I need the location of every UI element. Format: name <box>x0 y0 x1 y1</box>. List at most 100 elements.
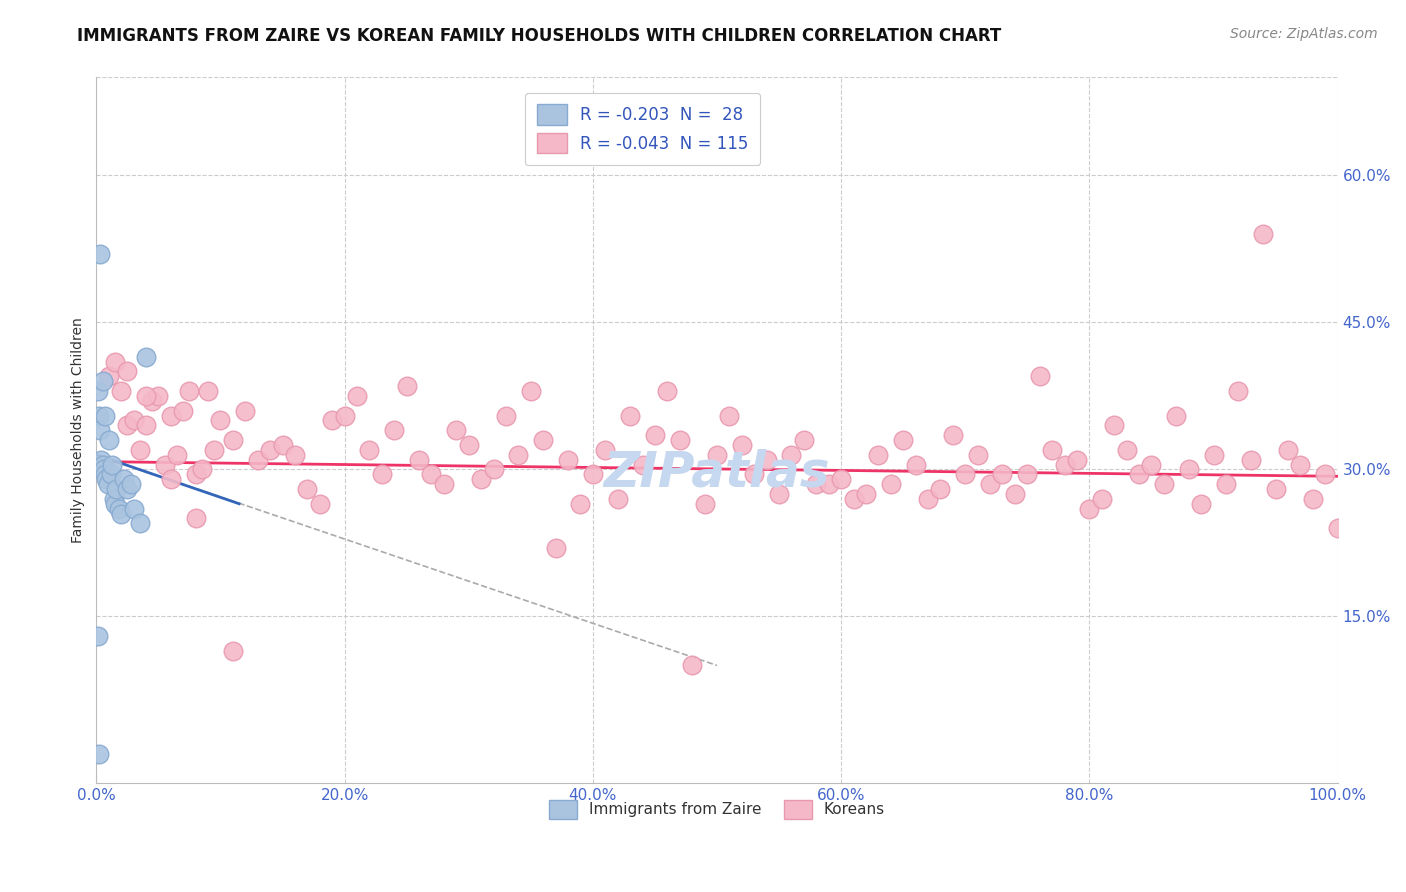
Point <box>359 442 381 457</box>
Point <box>1078 501 1101 516</box>
Point <box>191 462 214 476</box>
Point <box>855 487 877 501</box>
Point <box>693 497 716 511</box>
Point <box>107 501 129 516</box>
Point <box>880 477 903 491</box>
Point <box>141 393 163 408</box>
Point <box>742 467 765 482</box>
Point <box>209 413 232 427</box>
Point <box>246 452 269 467</box>
Point <box>104 497 127 511</box>
Point <box>606 491 628 506</box>
Point <box>780 448 803 462</box>
Point <box>321 413 343 427</box>
Point <box>1202 448 1225 462</box>
Point <box>179 384 201 398</box>
Point <box>86 629 108 643</box>
Point <box>104 354 127 368</box>
Point <box>681 658 703 673</box>
Point <box>644 428 666 442</box>
Point <box>371 467 394 482</box>
Point <box>806 477 828 491</box>
Point <box>184 511 207 525</box>
Point <box>446 423 468 437</box>
Point <box>1153 477 1175 491</box>
Point <box>89 423 111 437</box>
Point <box>482 462 505 476</box>
Point <box>657 384 679 398</box>
Point <box>408 452 430 467</box>
Point <box>117 418 139 433</box>
Point <box>382 423 405 437</box>
Point <box>1115 442 1137 457</box>
Point <box>582 467 605 482</box>
Point <box>1240 452 1263 467</box>
Point <box>346 389 368 403</box>
Text: Source: ZipAtlas.com: Source: ZipAtlas.com <box>1230 27 1378 41</box>
Point <box>830 472 852 486</box>
Point <box>259 442 281 457</box>
Point <box>395 379 418 393</box>
Point <box>470 472 492 486</box>
Point <box>668 433 690 447</box>
Point <box>731 438 754 452</box>
Text: IMMIGRANTS FROM ZAIRE VS KOREAN FAMILY HOUSEHOLDS WITH CHILDREN CORRELATION CHAR: IMMIGRANTS FROM ZAIRE VS KOREAN FAMILY H… <box>77 27 1001 45</box>
Point <box>520 384 543 398</box>
Point <box>991 467 1014 482</box>
Point <box>97 433 120 447</box>
Point <box>718 409 741 423</box>
Point <box>122 413 145 427</box>
Point <box>308 497 330 511</box>
Point <box>101 458 124 472</box>
Point <box>105 482 128 496</box>
Point <box>122 501 145 516</box>
Point <box>768 487 790 501</box>
Point <box>1028 369 1050 384</box>
Point <box>103 491 125 506</box>
Point <box>222 433 245 447</box>
Point <box>110 507 132 521</box>
Point <box>1066 452 1088 467</box>
Point <box>333 409 356 423</box>
Point <box>706 448 728 462</box>
Point <box>91 458 114 472</box>
Point <box>593 442 616 457</box>
Point <box>94 409 117 423</box>
Point <box>284 448 307 462</box>
Point <box>91 374 114 388</box>
Point <box>1251 227 1274 242</box>
Point <box>904 458 927 472</box>
Point <box>96 477 118 491</box>
Point <box>1315 467 1337 482</box>
Point <box>1289 458 1312 472</box>
Point <box>755 452 778 467</box>
Point <box>94 467 117 482</box>
Point <box>1102 418 1125 433</box>
Point <box>1166 409 1188 423</box>
Point <box>297 482 319 496</box>
Point <box>1004 487 1026 501</box>
Point <box>508 448 530 462</box>
Point <box>631 458 654 472</box>
Point <box>172 403 194 417</box>
Point <box>90 452 112 467</box>
Point <box>1215 477 1237 491</box>
Point <box>979 477 1001 491</box>
Point <box>942 428 965 442</box>
Legend: Immigrants from Zaire, Koreans: Immigrants from Zaire, Koreans <box>543 794 891 825</box>
Point <box>87 409 110 423</box>
Point <box>1053 458 1076 472</box>
Point <box>420 467 443 482</box>
Point <box>153 458 176 472</box>
Point <box>86 384 108 398</box>
Point <box>891 433 914 447</box>
Point <box>917 491 939 506</box>
Text: ZIPatlas: ZIPatlas <box>603 449 831 497</box>
Point <box>117 482 139 496</box>
Point <box>433 477 456 491</box>
Point <box>202 442 225 457</box>
Point <box>166 448 188 462</box>
Point <box>1326 521 1348 535</box>
Point <box>1264 482 1286 496</box>
Point <box>135 350 157 364</box>
